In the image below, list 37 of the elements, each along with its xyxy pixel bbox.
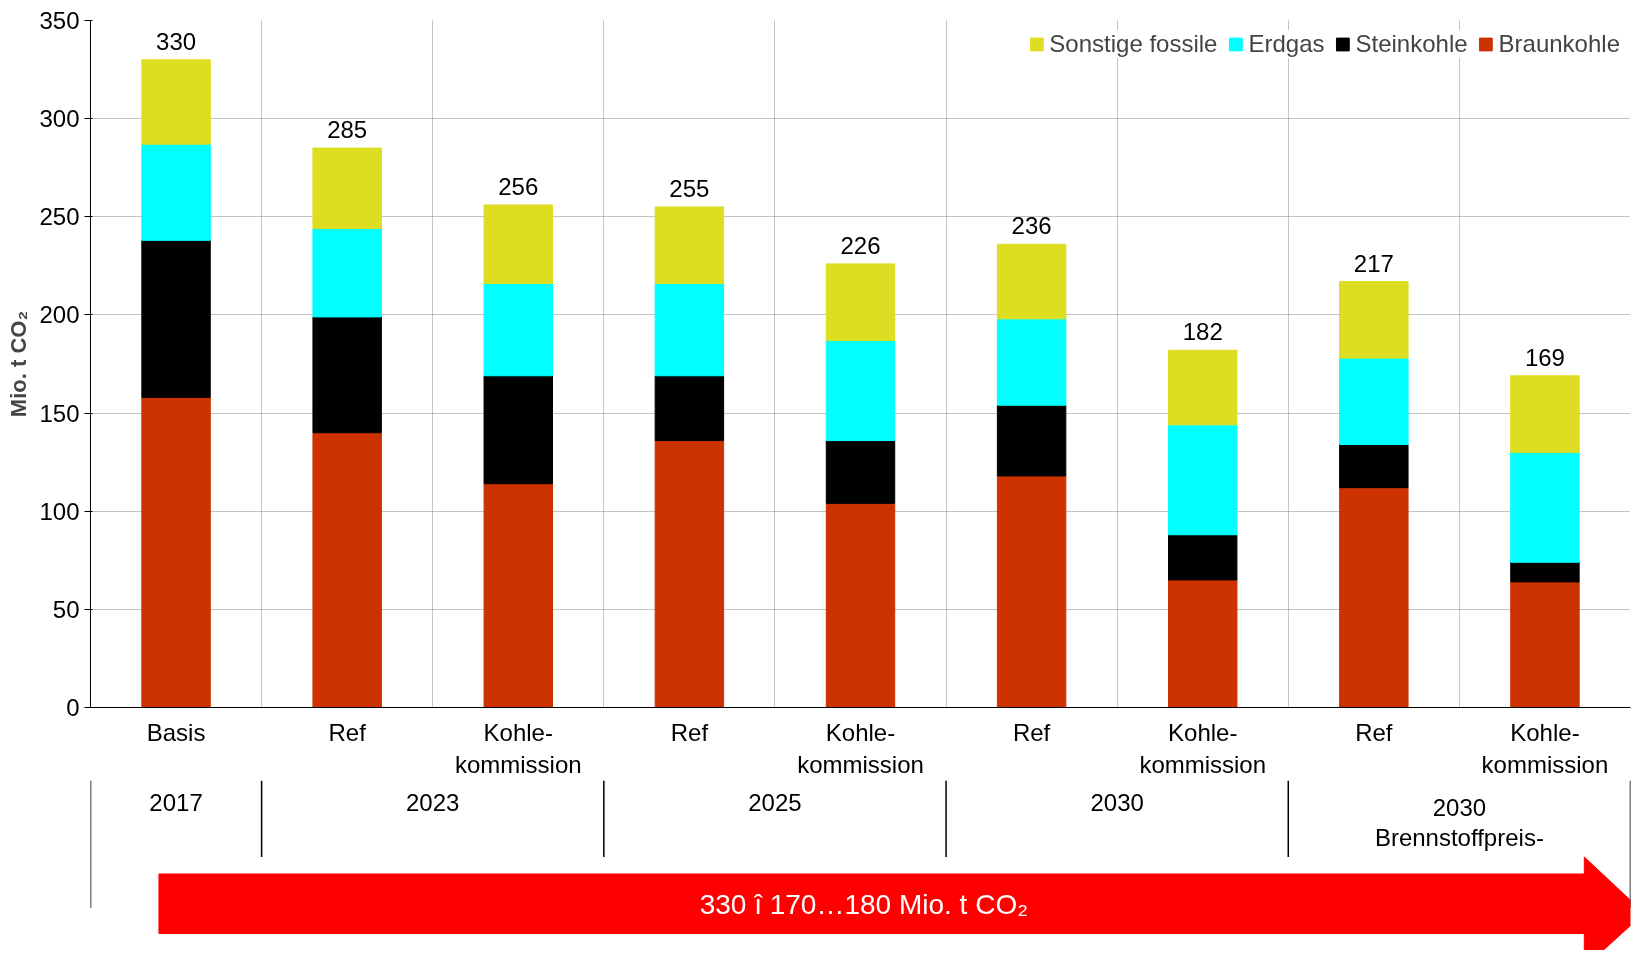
x-tick-label: Basis [146,718,206,746]
y-tick-label: 0 [66,694,80,721]
legend-label: Braunkohle [1498,30,1620,58]
x-tick-label: Kohle- kommission [454,718,582,778]
y-axis-title: Mio. t CO₂ [6,310,32,418]
text: 2030 Brennstoffpreis- [1374,794,1544,851]
total-label: 182 [1182,318,1223,346]
x-tick-label: Ref [1355,718,1393,746]
total-label: 217 [1353,249,1394,277]
y-tick-label: 100 [39,497,80,525]
text: 2030 [1090,789,1144,817]
text: 330 î 170…180 Mio. t CO₂ [699,889,1029,921]
x-tick-label: Kohle- kommission [1139,718,1267,778]
y-tick-label: 150 [39,399,80,427]
y-tick-label: 200 [39,301,80,329]
x-tick-label: Ref [1012,718,1051,746]
total-label: 236 [1011,212,1052,240]
total-label: 255 [669,174,710,202]
x-tick-label: Ref [328,718,367,746]
x-tick-label: Ref [670,718,709,746]
y-tick-label: 350 [39,7,80,34]
total-label: 285 [327,116,368,144]
total-label: 256 [498,173,539,201]
y-tick-label: 300 [39,105,80,133]
total-label: 226 [840,231,881,259]
y-tick-label: 250 [39,203,80,231]
y-tick-label: 50 [52,595,80,623]
legend-label: Steinkohle [1355,30,1468,58]
legend-label: Sonstige fossile [1049,30,1218,58]
text: 2025 [748,789,802,817]
text: 2023 [406,789,460,817]
total-label: 330 [156,27,197,55]
text: 2017 [149,789,203,817]
x-tick-label: Kohle- kommission [1481,718,1609,778]
legend-label: Erdgas [1248,30,1325,58]
total-label: 169 [1524,343,1565,371]
x-tick-label: Kohle- kommission [797,718,924,778]
